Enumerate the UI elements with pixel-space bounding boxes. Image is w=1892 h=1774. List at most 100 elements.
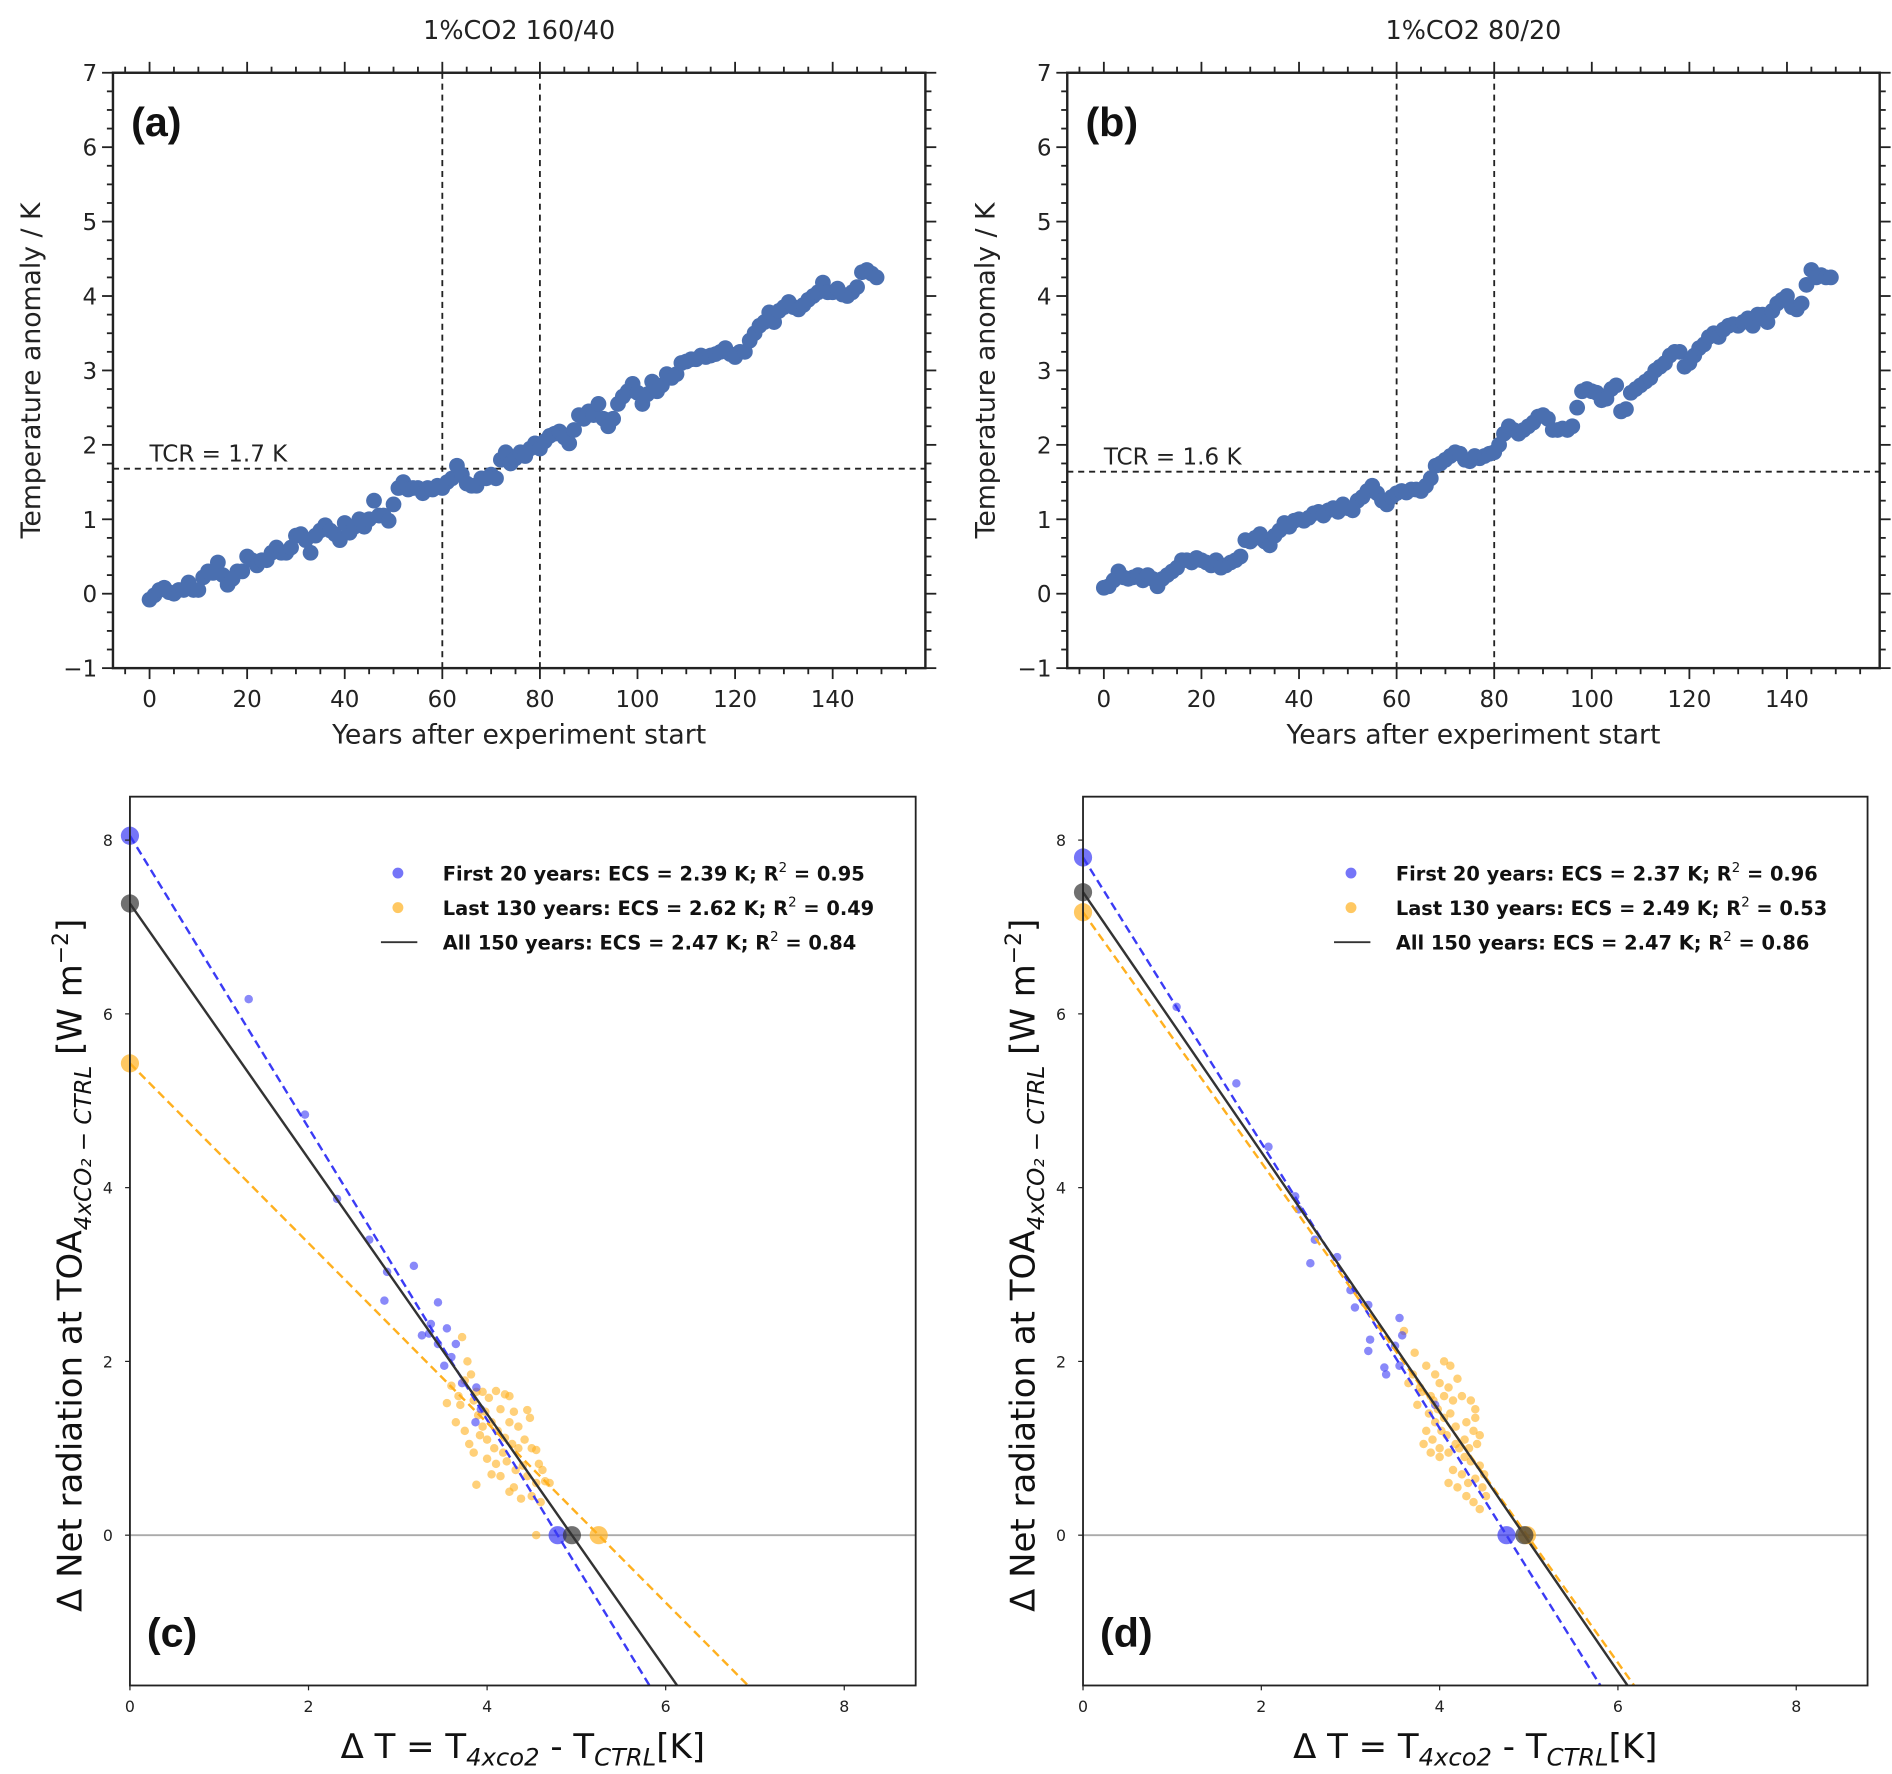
ylabel-sup: −2	[49, 932, 74, 964]
last130-point	[509, 1483, 519, 1492]
y-tick-label: −1	[1018, 657, 1052, 683]
y-axis-label: Δ Net radiation at TOA4xCO₂ − CTRL [W m−…	[1002, 919, 1050, 1612]
legend-text: First 20 years: ECS = 2.37 K; R	[1396, 862, 1732, 885]
legend-text: All 150 years: ECS = 2.47 K; R	[443, 931, 770, 954]
last130-point	[1462, 1491, 1471, 1501]
first20-point	[451, 1339, 461, 1349]
x-tick-label: 60	[1382, 687, 1411, 713]
last130-point	[1466, 1396, 1476, 1405]
last130-point	[1439, 1357, 1449, 1366]
xlabel-sub: CTRL	[1547, 1743, 1609, 1772]
last130-point	[1469, 1426, 1478, 1436]
x-axis-label: Δ T = T4xco2 - TCTRL[K]	[1293, 1727, 1657, 1771]
x-tick-label: 4	[482, 1697, 492, 1716]
x-tick-label: 6	[661, 1697, 671, 1716]
first20-point	[471, 1417, 480, 1427]
last130-point	[531, 1445, 541, 1455]
x-tick-label: 80	[525, 687, 554, 713]
y-tick-label: 8	[103, 831, 113, 850]
last130-point	[1422, 1426, 1431, 1436]
data-point	[561, 435, 578, 452]
legend-tail: = 0.53	[1750, 897, 1828, 920]
last130-point	[1444, 1448, 1453, 1457]
last130-point	[454, 1391, 463, 1401]
regression-line	[1081, 856, 1602, 1687]
first20-point	[417, 1331, 427, 1340]
last130-point	[482, 1454, 492, 1463]
last130-point	[491, 1459, 501, 1469]
data-point	[209, 554, 226, 571]
last130-point	[1472, 1439, 1482, 1449]
tcr-annotation: TCR = 1.7 K	[149, 441, 289, 467]
x-tick-label: 2	[303, 1697, 313, 1716]
ylabel-part: [W m	[1004, 964, 1044, 1065]
x-tick-label: 120	[1667, 687, 1711, 713]
x-axis-label: Years after experiment start	[1285, 719, 1660, 750]
legend-text: First 20 years: ECS = 2.39 K; R	[443, 862, 779, 885]
plot-area	[1073, 848, 1868, 1687]
last130-point	[491, 1386, 501, 1396]
ylabel-part: Δ Net radiation at TOA	[1004, 1230, 1044, 1612]
ylabel-part: Δ Net radiation at TOA	[50, 1230, 90, 1612]
y-tick-label: 1	[83, 508, 98, 534]
last130-point	[496, 1471, 505, 1481]
x-axis-label: Δ T = T4xco2 - TCTRL[K]	[341, 1727, 705, 1771]
xlabel-sub: 4xco2	[466, 1743, 539, 1772]
regression-line	[128, 835, 651, 1687]
last130-point	[478, 1422, 487, 1431]
x-tick-label: 0	[125, 1697, 135, 1716]
first20-point	[409, 1261, 419, 1271]
x-tick-label: 0	[1078, 1697, 1088, 1716]
ylabel-part: ]	[1004, 919, 1044, 932]
last130-point	[1460, 1452, 1469, 1462]
legend-sup: 2	[1741, 895, 1749, 910]
data-point	[1608, 377, 1625, 394]
x-tick-label: 2	[1256, 1697, 1266, 1716]
legend-tail: = 0.95	[787, 862, 865, 885]
y-tick-label: 5	[83, 210, 98, 236]
first20-point	[1395, 1313, 1404, 1323]
last130-point	[523, 1405, 532, 1415]
last130-point	[516, 1494, 526, 1503]
last130-point	[1451, 1439, 1460, 1449]
last130-point	[1448, 1465, 1458, 1475]
panel-label: (a)	[131, 99, 181, 145]
x-tick-label: 20	[1187, 687, 1216, 713]
last130-point	[1413, 1400, 1422, 1410]
ecs-marker	[589, 1526, 608, 1545]
first20-point	[1364, 1346, 1373, 1356]
data-point	[1618, 401, 1634, 418]
x-tick-label: 40	[330, 687, 359, 713]
legend: First 20 years: ECS = 2.37 K; R2 = 0.96L…	[1334, 861, 1828, 954]
last130-point	[1448, 1396, 1458, 1405]
last130-point	[1457, 1391, 1467, 1401]
x-tick-label: 4	[1435, 1697, 1445, 1716]
last130-point	[1426, 1448, 1435, 1457]
regression-line	[1082, 891, 1629, 1687]
y-tick-label: 3	[83, 359, 98, 385]
data-point	[1569, 399, 1586, 416]
legend-marker	[1345, 867, 1357, 879]
last130-point	[457, 1332, 467, 1342]
x-tick-label: 6	[1613, 1697, 1623, 1716]
last130-point	[451, 1417, 461, 1427]
xlabel-part: Δ T = T	[341, 1727, 467, 1767]
last130-point	[464, 1439, 474, 1449]
tcr-annotation: TCR = 1.6 K	[1103, 444, 1243, 470]
first20-point	[472, 1383, 481, 1392]
last130-point	[442, 1398, 452, 1408]
y-tick-label: 4	[83, 285, 98, 311]
panel-a: 1%CO2 160/40 0 20 40 60 80 100 120 140 −1 0 1 2 3 4 5 6 7…	[16, 16, 937, 750]
last130-point	[1475, 1431, 1484, 1440]
xlabel-part: Δ T = T	[1293, 1727, 1419, 1767]
legend-entry: All 150 years: ECS = 2.47 K; R2 = 0.84	[443, 930, 856, 954]
chart-title: 1%CO2 160/40	[423, 16, 615, 46]
last130-point	[514, 1444, 523, 1453]
legend-tail: = 0.96	[1740, 862, 1818, 885]
first20-point	[439, 1361, 449, 1370]
last130-point	[496, 1404, 505, 1414]
data-point	[380, 512, 397, 529]
last130-point	[538, 1465, 547, 1475]
first20-point	[1232, 1079, 1241, 1088]
first20-point	[1365, 1335, 1375, 1344]
